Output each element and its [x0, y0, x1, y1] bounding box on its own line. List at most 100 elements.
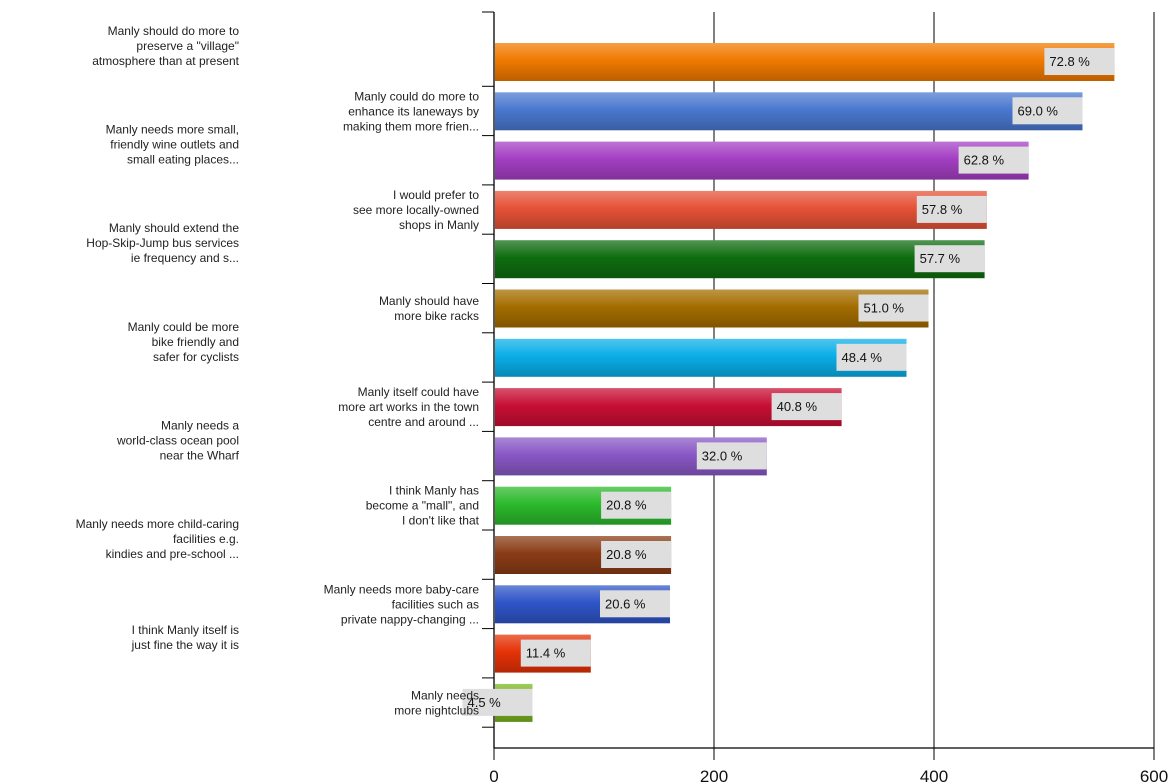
- value-label-13: 11.4 %: [520, 639, 591, 667]
- category-label-12-line-3: private nappy-changing ...: [341, 612, 479, 626]
- category-label-13-line-2: just fine the way it is: [131, 638, 239, 652]
- value-label-text-11: 20.8 %: [606, 547, 647, 562]
- category-label-10-line-3: I don't like that: [402, 514, 480, 528]
- category-label-12: Manly needs more baby-care facilities suc…: [324, 582, 480, 626]
- value-label-text-7: 48.4 %: [842, 350, 883, 365]
- x-tick-label-400: 400: [920, 767, 948, 784]
- category-label-7: Manly could be more bike friendly and safe…: [128, 320, 240, 364]
- category-label-1-line-1: Manly should do more to: [108, 24, 240, 38]
- category-label-4-line-2: see more locally-owned: [353, 203, 479, 217]
- value-label-10: 20.8 %: [601, 491, 672, 519]
- labels: 72.8 % Manly should do more to preserve a …: [76, 24, 1115, 717]
- value-label-bg-3: [958, 146, 1029, 174]
- value-label-5: 57.7 %: [914, 245, 985, 273]
- value-label-6: 51.0 %: [858, 294, 929, 322]
- category-label-10: I think Manly has become a "mall", and I d…: [366, 484, 480, 528]
- value-label-text-13: 11.4 %: [526, 646, 566, 661]
- bar-3: [495, 141, 1029, 180]
- category-label-9: Manly needs a world-class ocean pool near …: [116, 418, 240, 462]
- category-label-4-line-1: I would prefer to: [393, 188, 479, 202]
- category-label-10-line-2: become a "mall", and: [366, 499, 479, 513]
- category-label-10-line-1: I think Manly has: [389, 484, 479, 498]
- category-label-14-line-1: Manly needs: [411, 688, 479, 702]
- category-label-8: Manly itself could have more art works in…: [338, 385, 479, 429]
- value-label-3: 62.8 %: [958, 146, 1029, 174]
- category-label-11: Manly needs more child-caring facilities …: [76, 517, 239, 561]
- gridlines: [713, 12, 1155, 748]
- value-label-9: 32.0 %: [696, 442, 767, 470]
- category-label-5-line-1: Manly should extend the: [109, 221, 239, 235]
- value-label-bg-6: [858, 294, 929, 322]
- value-label-11: 20.8 %: [601, 541, 672, 568]
- category-label-11-line-1: Manly needs more child-caring: [76, 517, 239, 531]
- category-label-1: Manly should do more to preserve a "villa…: [92, 24, 239, 68]
- category-label-2-line-2: enhance its laneways by: [348, 104, 479, 118]
- value-label-text-4: 57.8 %: [922, 202, 963, 217]
- value-label-text-8: 40.8 %: [777, 399, 818, 414]
- value-label-2: 69.0 %: [1012, 97, 1083, 125]
- value-label-bg-14: [462, 688, 533, 716]
- value-label-7: 48.4 %: [836, 343, 907, 371]
- value-label-8: 40.8 %: [771, 393, 842, 421]
- value-label-bg-8: [771, 393, 842, 421]
- value-label-bg-7: [836, 343, 907, 371]
- value-label-bg-10: [601, 491, 672, 519]
- value-label-12: 20.6 %: [600, 590, 670, 618]
- value-label-14: 4.5 %: [462, 688, 533, 716]
- category-label-3-line-1: Manly needs more small,: [106, 123, 239, 137]
- category-label-9-line-1: Manly needs a: [161, 418, 239, 432]
- category-label-3-line-2: friendly wine outlets and: [110, 138, 239, 152]
- value-label-bg-4: [916, 195, 987, 223]
- category-label-3: Manly needs more small, friendly wine out…: [106, 123, 239, 167]
- x-tick-label-200: 200: [700, 767, 728, 784]
- category-label-2-line-3: making them more frien...: [343, 119, 479, 133]
- value-label-bg-1: [1044, 48, 1115, 75]
- category-label-1-line-2: preserve a "village": [136, 39, 239, 53]
- category-label-6: Manly should have more bike racks: [379, 294, 479, 323]
- category-label-13: I think Manly itself is just fine the way…: [131, 623, 239, 652]
- category-label-2-line-1: Manly could do more to: [354, 89, 479, 103]
- category-label-7-line-2: bike friendly and: [152, 335, 239, 349]
- value-label-text-12: 20.6 %: [605, 596, 646, 611]
- category-label-11-line-3: kindies and pre-school ...: [106, 547, 239, 561]
- category-label-12-line-2: facilities such as: [392, 597, 479, 611]
- value-label-text-10: 20.8 %: [606, 498, 647, 513]
- value-label-bg-5: [914, 245, 985, 273]
- value-label-text-14: 4.5 %: [468, 695, 502, 710]
- category-label-5: Manly should extend the Hop-Skip-Jump bus…: [86, 221, 239, 265]
- bar-6: [495, 289, 929, 328]
- value-label-text-6: 51.0 %: [864, 301, 905, 316]
- x-tick-label-600: 600: [1140, 767, 1168, 784]
- category-label-9-line-3: near the Wharf: [160, 448, 240, 462]
- bar-1: [495, 43, 1115, 81]
- category-label-5-line-3: ie frequency and s...: [131, 251, 239, 265]
- category-label-9-line-2: world-class ocean pool: [116, 433, 239, 447]
- category-label-4: I would prefer to see more locally-owned s…: [353, 188, 479, 232]
- category-label-11-line-2: facilities e.g.: [173, 532, 239, 546]
- category-label-1-line-3: atmosphere than at present: [92, 54, 239, 68]
- category-label-6-line-2: more bike racks: [394, 309, 479, 323]
- category-label-8-line-3: centre and around ...: [368, 415, 479, 429]
- value-label-1: 72.8 %: [1044, 48, 1115, 75]
- value-label-text-9: 32.0 %: [702, 448, 743, 463]
- category-label-13-line-1: I think Manly itself is: [132, 623, 239, 637]
- value-label-bg-9: [696, 442, 767, 470]
- bar-5: [495, 240, 985, 279]
- category-label-12-line-1: Manly needs more baby-care: [324, 582, 480, 596]
- bars: [495, 43, 1115, 722]
- value-label-text-3: 62.8 %: [964, 153, 1005, 168]
- category-label-4-line-3: shops in Manly: [399, 218, 479, 232]
- bar-4: [495, 190, 987, 229]
- category-label-6-line-1: Manly should have: [379, 294, 479, 308]
- value-label-bg-11: [601, 541, 672, 568]
- category-label-5-line-2: Hop-Skip-Jump bus services: [86, 236, 239, 250]
- category-label-2: Manly could do more to enhance its lanewa…: [343, 89, 479, 133]
- x-tick-label-0: 0: [489, 767, 498, 784]
- category-label-7-line-3: safer for cyclists: [153, 350, 239, 364]
- value-label-text-5: 57.7 %: [920, 251, 961, 266]
- category-label-14-line-2: more nightclubs: [394, 703, 479, 717]
- axes: 0 200 400 600: [482, 11, 1168, 784]
- category-label-8-line-2: more art works in the town: [338, 400, 479, 414]
